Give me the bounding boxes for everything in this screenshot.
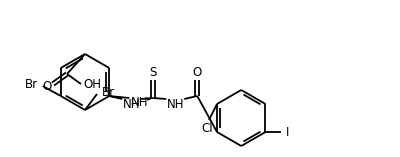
Text: NH: NH	[130, 97, 148, 109]
Text: O: O	[42, 81, 52, 94]
Text: S: S	[150, 67, 157, 79]
Text: Br: Br	[102, 86, 114, 98]
Text: Br: Br	[25, 78, 38, 92]
Text: NH: NH	[166, 97, 184, 111]
Text: NH: NH	[122, 97, 140, 111]
Text: OH: OH	[83, 78, 101, 92]
Text: O: O	[193, 67, 202, 79]
Text: I: I	[286, 125, 289, 138]
Text: Cl: Cl	[201, 122, 213, 135]
